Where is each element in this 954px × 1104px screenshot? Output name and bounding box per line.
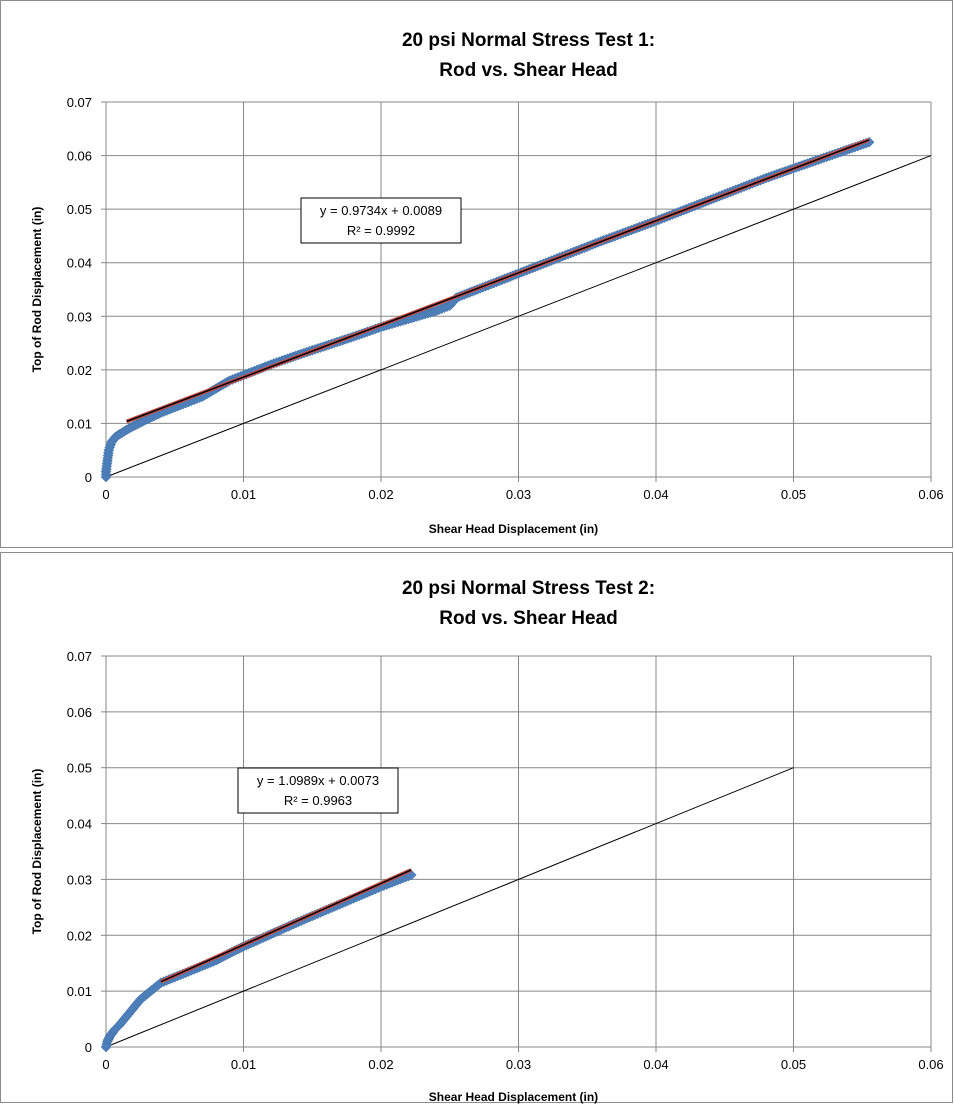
trendline <box>126 139 870 423</box>
equation-box <box>237 767 399 814</box>
chart-title-line: Rod vs. Shear Head <box>439 608 617 629</box>
equation-box <box>300 197 462 244</box>
y-tick-label: 0.07 <box>67 95 92 110</box>
y-tick-label: 0.03 <box>67 309 92 324</box>
x-tick-label: 0 <box>102 1057 109 1072</box>
x-tick-label: 0.01 <box>231 487 256 502</box>
chart-title-line: 20 psi Normal Stress Test 2: <box>402 578 655 599</box>
chart-svg-test-2: 0 0.01 0.02 0.03 0.04 0.05 0.06 0 0.01 0.02 0.03 0.… <box>30 578 944 1104</box>
trendline <box>160 869 412 983</box>
y-tick-label: 0.04 <box>67 256 92 271</box>
x-axis-title: Shear Head Displacement (in) <box>429 1090 598 1104</box>
y-tick-label: 0 <box>85 470 92 485</box>
y-tick-label: 0.06 <box>67 149 92 164</box>
x-tick-label: 0.06 <box>918 1057 943 1072</box>
reference-line <box>105 767 794 1048</box>
r-squared-label: R² = 0.9963 <box>284 793 352 808</box>
y-axis-title: Top of Rod Displacement (in) <box>30 207 44 373</box>
y-tick-label: 0.07 <box>67 649 92 664</box>
y-tick-label: 0.05 <box>67 761 92 776</box>
x-tick-label: 0.04 <box>643 487 668 502</box>
reference-line <box>105 155 932 478</box>
y-tick-label: 0.04 <box>67 817 92 832</box>
chart-panel-test-1: 0 0.01 0.02 0.03 0.04 0.05 0.06 0 0.01 0.02 0.03 0.… <box>0 0 953 548</box>
trendline-equation: y = 0.9734x + 0.0089 <box>320 203 442 218</box>
x-axis-title: Shear Head Displacement (in) <box>429 522 598 536</box>
chart-svg-test-1: 0 0.01 0.02 0.03 0.04 0.05 0.06 0 0.01 0.02 0.03 0.… <box>30 30 944 536</box>
chart-title-line: 20 psi Normal Stress Test 1: <box>402 30 655 51</box>
chart-panel-test-2: 0 0.01 0.02 0.03 0.04 0.05 0.06 0 0.01 0.02 0.03 0.… <box>0 552 953 1104</box>
x-tick-label: 0.02 <box>368 1057 393 1072</box>
x-tick-label: 0.04 <box>643 1057 668 1072</box>
chart-title-line: Rod vs. Shear Head <box>439 60 617 81</box>
x-tick-label: 0.02 <box>368 487 393 502</box>
y-tick-label: 0 <box>85 1040 92 1055</box>
x-tick-label: 0.03 <box>506 487 531 502</box>
y-tick-label: 0.02 <box>67 363 92 378</box>
y-axis-title: Top of Rod Displacement (in) <box>30 769 44 935</box>
x-tick-label: 0.06 <box>918 487 943 502</box>
y-tick-label: 0.05 <box>67 202 92 217</box>
y-tick-label: 0.03 <box>67 872 92 887</box>
y-tick-label: 0.01 <box>67 984 92 999</box>
x-tick-label: 0 <box>102 487 109 502</box>
y-tick-label: 0.06 <box>67 705 92 720</box>
x-tick-label: 0.05 <box>781 487 806 502</box>
y-tick-label: 0.02 <box>67 928 92 943</box>
r-squared-label: R² = 0.9992 <box>347 223 415 238</box>
trendline-equation: y = 1.0989x + 0.0073 <box>257 773 379 788</box>
x-tick-label: 0.05 <box>781 1057 806 1072</box>
y-tick-label: 0.01 <box>67 416 92 431</box>
x-tick-label: 0.03 <box>506 1057 531 1072</box>
x-tick-label: 0.01 <box>231 1057 256 1072</box>
